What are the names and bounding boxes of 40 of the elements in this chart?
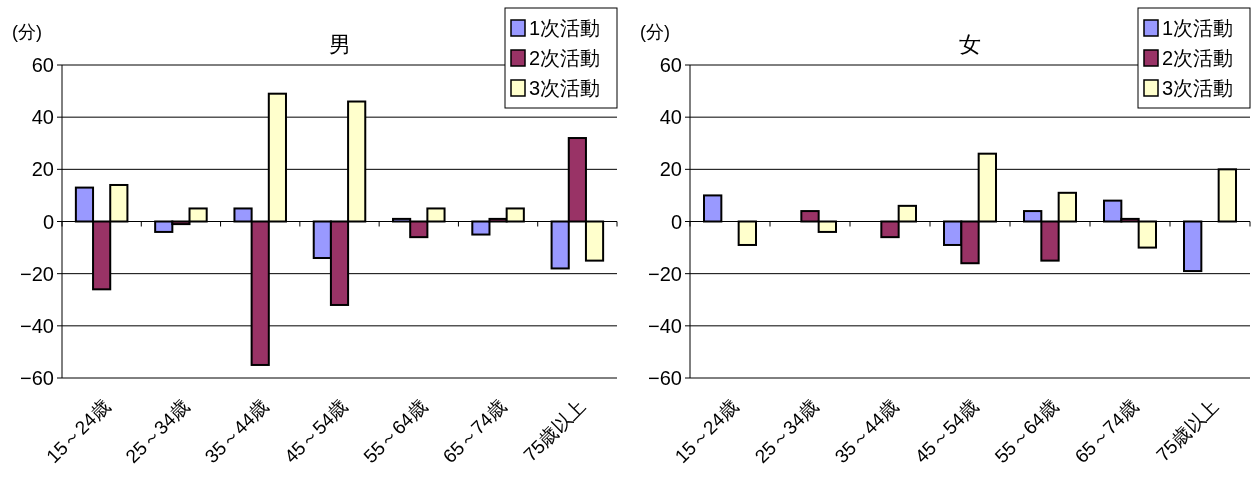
legend-label: 3次活動 (1162, 77, 1234, 99)
y-tick-label: −40 (648, 314, 682, 337)
y-tick-label: 20 (659, 158, 682, 181)
y-tick-label: −20 (648, 262, 682, 285)
y-tick-label: −60 (20, 367, 54, 389)
x-tick-label: 15～24歳 (670, 395, 743, 467)
x-tick-label: 25～34歳 (121, 395, 194, 467)
x-tick-label: 75歳以上 (1152, 395, 1223, 466)
legend-label: 1次活動 (1162, 17, 1234, 39)
y-tick-label: −20 (20, 262, 54, 285)
x-tick-label: 25～34歳 (750, 395, 823, 467)
y-tick-label: −60 (648, 367, 682, 389)
x-tick-label: 35～44歳 (200, 395, 273, 467)
x-tick-label: 55～64歳 (990, 395, 1063, 467)
legend-label: 3次活動 (529, 77, 601, 99)
y-tick-label: 0 (670, 210, 682, 233)
legend-label: 2次活動 (529, 47, 601, 69)
y-axis-title: (分) (640, 22, 670, 42)
x-tick-label: 75歳以上 (519, 395, 590, 466)
chart-title: 男 (328, 32, 351, 57)
y-axis-title: (分) (12, 22, 42, 42)
y-tick-label: −40 (20, 314, 54, 337)
x-tick-label: 65～74歳 (1070, 395, 1143, 467)
x-tick-label: 15～24歳 (42, 395, 114, 467)
legend-label: 2次活動 (1162, 47, 1234, 69)
bar (737, 220, 757, 246)
x-tick-label: 45～54歳 (910, 395, 983, 467)
bar (703, 194, 723, 223)
chart-title: 女 (959, 32, 981, 57)
y-tick-label: 20 (31, 158, 54, 181)
y-tick-label: 40 (31, 106, 54, 129)
y-tick-label: 60 (31, 54, 54, 76)
x-tick-label: 65～74歳 (438, 395, 511, 467)
y-tick-label: 40 (659, 106, 682, 129)
x-tick-label: 35～44歳 (830, 395, 903, 467)
x-tick-label: 55～64歳 (359, 395, 432, 467)
legend-label: 1次活動 (529, 17, 601, 39)
y-tick-label: 60 (659, 54, 682, 76)
y-tick-label: 0 (42, 210, 54, 233)
x-tick-label: 45～54歳 (280, 395, 352, 467)
